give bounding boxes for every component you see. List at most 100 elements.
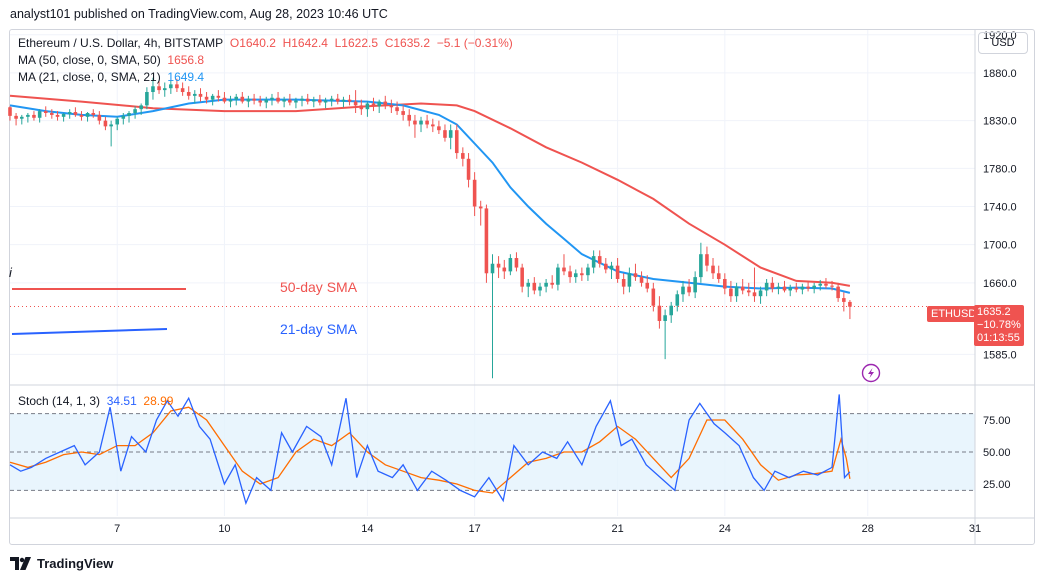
currency-button[interactable]: USD (978, 32, 1028, 54)
stoch-k-value: 34.51 (106, 394, 137, 408)
time-tick-label: 14 (361, 523, 373, 535)
candle-body (800, 286, 805, 290)
candle-body (621, 279, 626, 287)
candle-body (305, 98, 310, 102)
candle-body (67, 112, 72, 114)
time-tick-label: 17 (469, 523, 481, 535)
candle-body (794, 287, 799, 290)
candle-body (359, 105, 364, 110)
candle-body (377, 101, 381, 107)
candle-body (699, 254, 703, 278)
candle-body (240, 96, 245, 102)
candle-body (276, 97, 280, 102)
last-price-box: 1635.2 −10.78% 01:13:55 (974, 305, 1024, 346)
candle-body (127, 113, 131, 116)
candle-body (365, 103, 370, 110)
candle-body (133, 109, 137, 114)
candle-body (538, 286, 542, 291)
candle-body (329, 98, 334, 101)
candle-body (597, 256, 602, 264)
legend-ma21-label: MA (21, close, 0, SMA, 21) (18, 70, 161, 84)
candle-body (371, 103, 376, 107)
candle-body (175, 84, 179, 89)
candle-body (282, 99, 286, 102)
candle-body (716, 273, 721, 280)
candle-body (609, 265, 614, 270)
lightning-icon[interactable] (861, 363, 881, 383)
candle-body (395, 107, 399, 112)
candle-body (318, 99, 322, 103)
candle-body (746, 290, 751, 293)
candle-body (258, 100, 262, 103)
candle-body (568, 271, 572, 278)
bar-countdown: 01:13:55 (977, 332, 1020, 344)
price-tick-label: 1830.0 (983, 116, 1017, 128)
candle-body (353, 101, 358, 106)
candle-body (627, 273, 632, 287)
candle-body (729, 288, 733, 297)
candle-body (431, 124, 435, 127)
time-tick-label: 21 (611, 523, 623, 535)
candle-body (705, 254, 709, 266)
candle-body (657, 305, 662, 321)
candle-body (335, 98, 340, 102)
candle-body (192, 93, 197, 96)
candle-body (169, 84, 173, 89)
price-tick-label: 1740.0 (983, 202, 1017, 214)
candle-body (711, 265, 715, 274)
candle-body (389, 105, 394, 108)
candle-body (645, 282, 650, 289)
candle-body (228, 99, 233, 102)
legend-low: L1622.5 (334, 36, 379, 50)
candle-body (663, 315, 667, 321)
candle-body (830, 285, 834, 287)
candle-body (824, 283, 828, 286)
candle-body (532, 282, 537, 291)
candle-body (43, 111, 48, 114)
candle-body (580, 273, 584, 276)
candle-body (842, 298, 846, 302)
candle-body (73, 112, 78, 115)
candle-body (734, 286, 739, 297)
stoch-tick-label: 50.00 (983, 447, 1011, 459)
legend-high: H1642.4 (282, 36, 328, 50)
candle-body (669, 305, 673, 316)
stoch-label: Stoch (14, 1, 3) (18, 394, 101, 408)
candle-body (484, 208, 489, 274)
price-tick-label: 1700.0 (983, 240, 1017, 252)
candle-body (79, 114, 84, 117)
legend-ma21-value: 1649.4 (167, 70, 205, 84)
candle-body (8, 107, 12, 116)
candle-body (490, 263, 495, 274)
candle-body (514, 258, 519, 268)
candle-body (675, 294, 680, 306)
candle-body (186, 92, 191, 96)
candle-body (573, 273, 578, 278)
stoch-tick-label: 25.00 (983, 479, 1011, 491)
candle-body (103, 120, 108, 127)
candle-body (639, 277, 644, 283)
candle-body (806, 286, 810, 289)
candle-body (591, 256, 596, 268)
legend-ma50-label: MA (50, close, 0, SMA, 50) (18, 53, 161, 67)
time-tick-label: 10 (218, 523, 230, 535)
legend-close: C1635.2 (384, 36, 431, 50)
candle-body (836, 286, 840, 299)
last-change-pct: −10.78% (977, 319, 1021, 331)
candle-body (288, 99, 292, 103)
candle-body (115, 118, 120, 125)
candle-body (383, 101, 388, 106)
candle-body (139, 105, 143, 110)
stoch-legend: Stoch (14, 1, 3) 34.51 28.99 (18, 394, 173, 408)
candle-body (812, 285, 816, 289)
candle-body (347, 99, 352, 102)
candle-body (216, 95, 221, 98)
ma50-line (9, 94, 851, 287)
candle-body (20, 116, 24, 119)
stoch-d-value: 28.99 (143, 394, 174, 408)
candle-body (55, 114, 60, 117)
candle-body (693, 277, 697, 293)
candle-body (776, 286, 781, 289)
footer-brand[interactable]: TradingView (10, 556, 113, 571)
